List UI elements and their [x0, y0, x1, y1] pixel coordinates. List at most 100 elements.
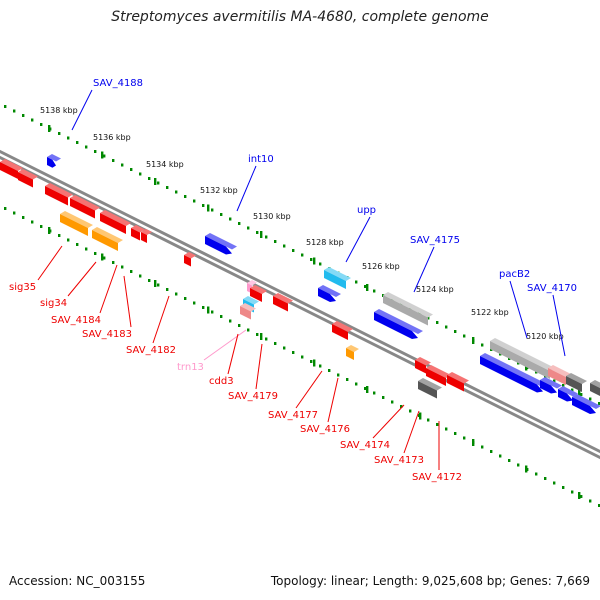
lower-scale-dot: [256, 333, 259, 336]
lower-scale-dot: [148, 279, 151, 282]
gene-block-pacb2-grey-top: [490, 338, 555, 371]
gene-block-sav4170-c: [572, 397, 596, 414]
label-sav4183-leader: [123, 275, 132, 328]
upper-scale-dot: [175, 190, 178, 194]
lower-scale-major-tick: [207, 306, 210, 314]
gene-block-sav4172-top: [418, 378, 442, 391]
gene-block-int10-top: [205, 233, 237, 250]
gene-block-sav4184: [60, 214, 88, 236]
lower-scale-dot: [427, 418, 430, 422]
upper-scale-dot: [67, 136, 70, 140]
gene-block-sav4183: [92, 230, 118, 251]
gene-block-pacb2-pseudo-top: [548, 365, 571, 377]
upper-scale-dot: [553, 379, 556, 383]
lower-scale-dot: [535, 472, 538, 476]
upper-scale-dot: [355, 280, 358, 284]
lower-scale-dot: [4, 207, 7, 210]
backbone-line: [0, 155, 600, 460]
label-sav4175-leader: [413, 246, 435, 293]
lower-scale-dot: [265, 337, 268, 341]
upper-scale-dot: [481, 343, 484, 347]
lower-scale-major-tick: [525, 465, 528, 473]
upper-scale-dot: [211, 208, 214, 212]
scale-label-t5122: 5122 kbp: [471, 308, 509, 317]
lower-scale-dot: [202, 306, 205, 309]
lower-scale-dot: [517, 463, 520, 467]
gene-block-sav4173: [447, 375, 464, 392]
upper-scale-dot: [274, 240, 277, 243]
gene-block-small-top: [184, 252, 196, 259]
upper-scale-dot: [121, 163, 124, 167]
upper-scale-major-tick: [207, 204, 210, 212]
label-pacb2: pacB2: [499, 269, 530, 280]
label-upp: upp: [357, 205, 376, 216]
gene-block-sav4175-top: [374, 309, 423, 334]
upper-scale-dot: [301, 253, 304, 257]
map-title: Streptomyces avermitilis MA-4680, comple…: [111, 9, 489, 25]
label-sav4172: SAV_4172: [412, 472, 462, 483]
gene-block-sav4174-top: [426, 365, 451, 378]
label-sav4182-leader: [152, 295, 170, 344]
label-sav4177-leader: [295, 370, 323, 409]
accession-text: Accession: NC_003155: [9, 574, 146, 588]
upper-scale-dot: [76, 141, 79, 144]
label-cdd3: cdd3: [209, 376, 234, 387]
label-sav4173: SAV_4173: [374, 455, 424, 466]
gene-block-sav4170-top: [540, 377, 562, 389]
lower-scale-dot: [490, 450, 493, 453]
gene-block-small: [184, 255, 191, 267]
lower-scale-dot: [31, 220, 34, 224]
upper-scale-dot: [4, 105, 7, 108]
gene-block-cdd3-pink-top: [240, 303, 256, 312]
lower-scale-dot: [508, 459, 511, 462]
upper-scale-dot: [445, 325, 448, 329]
lower-scale-dot: [292, 351, 295, 354]
gene-block-sav4179: [273, 296, 288, 312]
upper-scale-major-tick: [578, 390, 581, 397]
upper-scale-dot: [229, 217, 232, 221]
lower-scale-dot: [544, 477, 547, 480]
lower-scale-dot: [391, 400, 394, 404]
upper-scale-dot: [139, 172, 142, 176]
label-sav4174: SAV_4174: [340, 440, 390, 451]
upper-scale-dot: [85, 145, 88, 149]
upper-scale-dot: [184, 195, 187, 198]
lower-scale-dot: [499, 454, 502, 458]
upper-scale-dot: [58, 132, 61, 135]
lower-scale-dot: [589, 499, 592, 503]
label-sav4175: SAV_4175: [410, 235, 460, 246]
label-sav4176: SAV_4176: [300, 424, 350, 435]
label-sav4177: SAV_4177: [268, 410, 318, 421]
upper-scale-dot: [256, 231, 259, 234]
lower-scale-dot: [13, 211, 16, 215]
lower-scale-dot: [166, 288, 169, 291]
lower-scale-major-tick: [154, 280, 157, 287]
gene-block-sav4188-top: [47, 154, 61, 162]
label-sav4182: SAV_4182: [126, 345, 176, 356]
gene-block-sav4175: [374, 312, 418, 339]
upper-scale-dot: [103, 154, 106, 158]
gene-block-sav4170: [540, 380, 557, 394]
lower-scale-dot: [373, 391, 376, 395]
gene-block-cdd3: [250, 288, 262, 302]
gene-block-sav4183-top: [92, 227, 123, 243]
lower-scale-dot: [94, 252, 97, 255]
lower-scale-dot: [193, 301, 196, 305]
lower-scale-dot: [382, 396, 385, 399]
backbone-line: [0, 149, 600, 454]
topology-text: Topology: linear; Length: 9,025,608 bp; …: [270, 574, 590, 588]
upper-scale-dot: [283, 244, 286, 248]
gene-block-left-2-top: [18, 169, 38, 180]
scale-label-t5126: 5126 kbp: [362, 262, 400, 271]
lower-scale-dot: [220, 315, 223, 318]
upper-scale-dot: [112, 159, 115, 162]
gene-block-pacb2-dark-top: [566, 373, 587, 384]
upper-scale-dot: [364, 285, 367, 288]
label-sig35-leader: [37, 245, 63, 281]
gene-block-trn13-top: [247, 280, 257, 286]
upper-scale-major-tick: [101, 151, 104, 159]
lower-scale-dot: [274, 342, 277, 345]
upper-scale-dot: [436, 321, 439, 324]
upper-scale-major-tick: [366, 284, 369, 291]
